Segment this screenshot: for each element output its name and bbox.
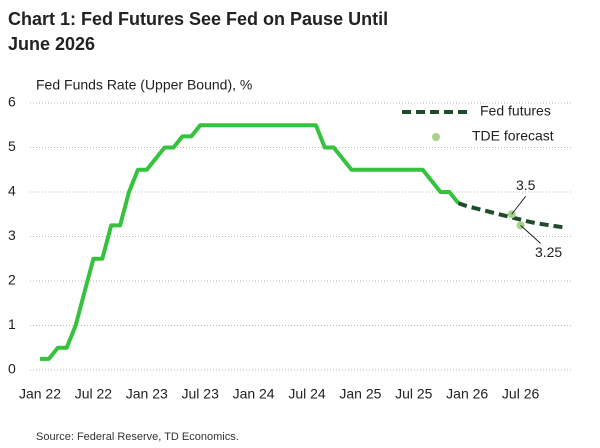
y-tick-label: 6 xyxy=(8,94,16,110)
y-tick-label: 3 xyxy=(8,227,16,243)
y-tick-label: 0 xyxy=(8,361,16,377)
legend-label: Fed futures xyxy=(480,103,551,119)
source: Source: Federal Reserve, TD Economics. xyxy=(36,431,239,443)
data-label: 3.25 xyxy=(535,244,562,260)
x-tick-label: Jan 25 xyxy=(339,386,381,402)
x-tick-label: Jan 23 xyxy=(126,386,168,402)
x-tick-label: Jan 22 xyxy=(19,386,61,402)
leader-line xyxy=(511,195,527,215)
y-tick-label: 4 xyxy=(8,183,16,199)
chart-title: June 2026 xyxy=(8,34,95,54)
y-tick-label: 1 xyxy=(8,316,16,332)
x-tick-label: Jul 22 xyxy=(75,386,113,402)
rate-line xyxy=(40,123,460,361)
leader-line xyxy=(520,225,541,244)
x-tick-label: Jan 24 xyxy=(233,386,275,402)
y-tick-label: 5 xyxy=(8,138,16,154)
x-tick-label: Jul 26 xyxy=(502,386,540,402)
y-axis-label: Fed Funds Rate (Upper Bound), % xyxy=(36,77,252,93)
legend-marker xyxy=(432,133,440,141)
x-tick-label: Jul 24 xyxy=(288,386,326,402)
x-tick-label: Jul 25 xyxy=(395,386,433,402)
x-tick-label: Jan 26 xyxy=(446,386,488,402)
legend-label: TDE forecast xyxy=(472,128,554,144)
y-tick-label: 2 xyxy=(8,272,16,288)
futures-line xyxy=(457,201,566,230)
data-label: 3.5 xyxy=(516,177,536,193)
x-tick-label: Jul 23 xyxy=(182,386,220,402)
chart-title: Chart 1: Fed Futures See Fed on Pause Un… xyxy=(8,9,388,29)
